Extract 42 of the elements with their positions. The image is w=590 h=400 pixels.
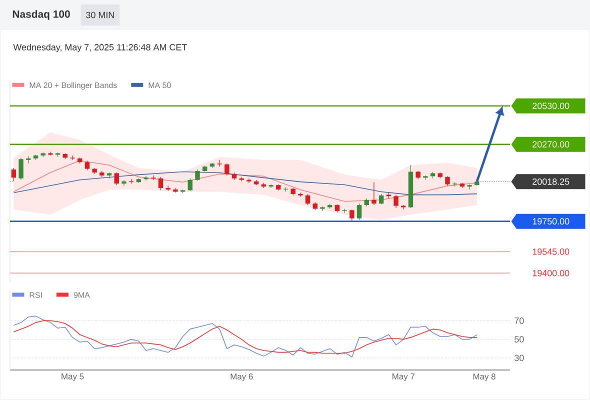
candlestick: [298, 192, 303, 198]
candlestick: [195, 169, 200, 181]
candlestick: [342, 208, 347, 214]
candlestick: [445, 176, 450, 186]
y-tick-label: 19750.00: [532, 218, 570, 225]
y-tick-label: 20018.25: [532, 178, 570, 185]
x-tick-label: May 5: [62, 374, 84, 382]
candlestick: [188, 178, 193, 192]
candlestick: [246, 178, 252, 184]
candlestick: [173, 188, 178, 193]
candlestick: [378, 194, 384, 205]
line-series: [13, 171, 478, 196]
candlestick: [350, 209, 354, 221]
candlestick: [84, 160, 90, 171]
candlestick: [423, 175, 428, 180]
y-tick-label: 20530.00: [532, 102, 570, 110]
y-tick-label: 50: [514, 336, 524, 342]
chart-subtitle: 30 MIN: [86, 12, 114, 18]
candlestick: [305, 194, 310, 206]
line-series: [13, 160, 478, 202]
candlestick: [224, 163, 230, 176]
y-tick-label: 19545.00: [532, 248, 570, 255]
x-tick-label: May 8: [473, 374, 496, 382]
y-tick-label: 19400.00: [532, 270, 570, 276]
candlestick: [372, 182, 376, 206]
candlestick: [356, 203, 362, 220]
candlestick: [394, 194, 398, 208]
y-tick-label: 20270.00: [532, 141, 570, 148]
candlestick: [18, 157, 24, 180]
chart-title: Nasdaq 100: [12, 10, 70, 20]
candlestick: [11, 168, 16, 182]
candlestick: [217, 160, 222, 167]
x-tick-label: May 6: [230, 374, 253, 382]
y-tick-label: 30: [514, 354, 524, 362]
candlestick: [122, 180, 126, 186]
candlestick: [467, 184, 472, 190]
candlestick: [144, 176, 148, 181]
x-tick-label: May 7: [392, 374, 414, 382]
text: Wednesday, May 7, 2025 11:26:48 AM CET: [13, 44, 187, 52]
candlestick: [158, 176, 164, 191]
candlestick: [114, 172, 119, 186]
y-tick-label: 70: [514, 318, 524, 324]
